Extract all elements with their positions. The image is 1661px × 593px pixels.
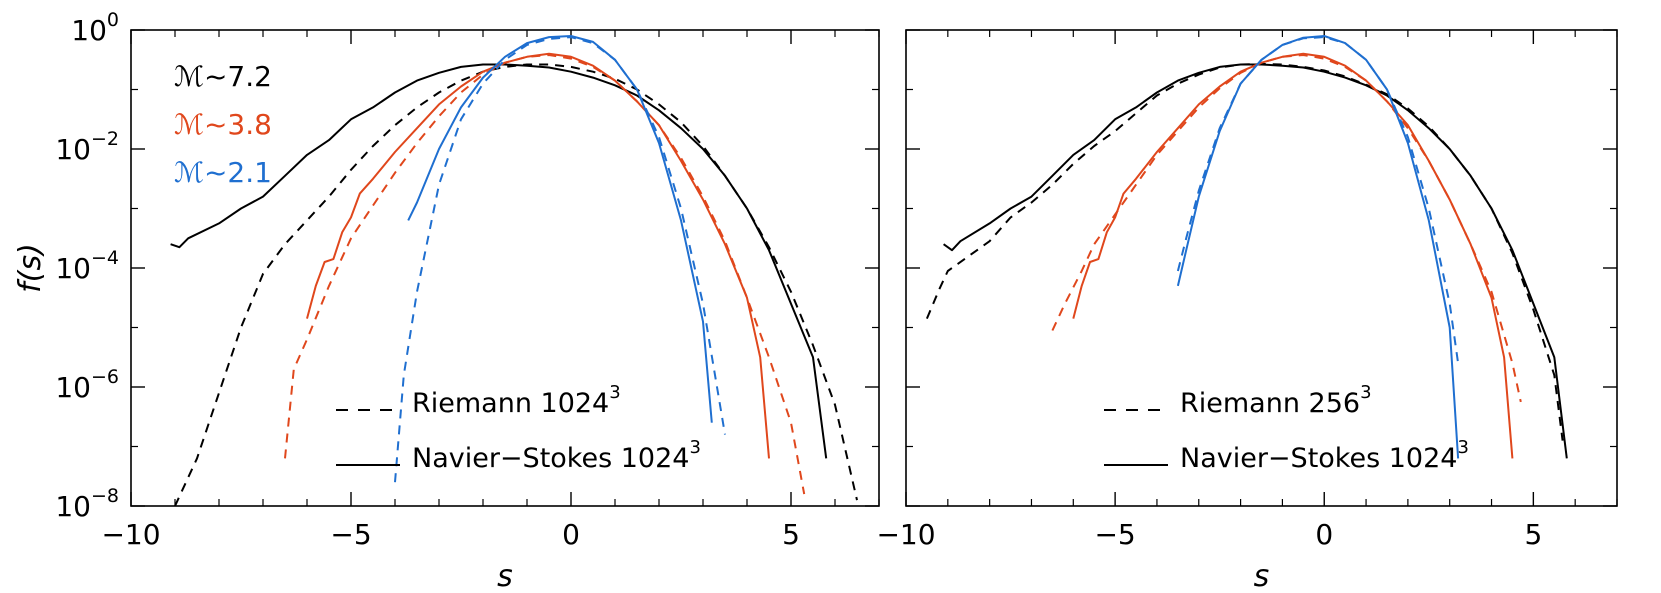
x-tick-label: −10 <box>101 518 160 551</box>
x-axis-label: s <box>497 559 513 593</box>
series-line-m7-2-dashed <box>174 63 858 506</box>
y-tick-label: 10−6 <box>55 366 119 404</box>
y-tick-label: 10−2 <box>55 128 119 166</box>
y-tick-label: 10−8 <box>55 485 119 523</box>
x-tick-label: −5 <box>330 518 371 551</box>
x-axis-label: s <box>1254 559 1270 593</box>
y-tick-label: 100 <box>71 9 119 47</box>
series-line-m2-1-solid <box>407 35 713 423</box>
x-tick-label: 5 <box>782 518 800 551</box>
legend-label: Riemann 10243 <box>412 382 621 419</box>
mach-annotation: ℳ~3.8 <box>174 108 272 141</box>
mach-annotation: ℳ~7.2 <box>174 60 272 93</box>
series-line-m7-2-dashed <box>925 62 1564 441</box>
x-tick-label: 0 <box>1315 518 1333 551</box>
left-panel: −10 −5 0 5 100 10−2 10−4 10−6 10−8 s ℳ~7.2 ℳ~3.8 ℳ~2… <box>55 9 880 593</box>
series-line-m3-8-dashed <box>1051 54 1522 403</box>
legend-label: Navier−Stokes 10243 <box>1180 437 1469 474</box>
x-tick-label: 0 <box>562 518 580 551</box>
series-line-m3-8-dashed <box>284 54 806 495</box>
series-line-m7-2-solid <box>170 63 828 459</box>
legend-label: Navier−Stokes 10243 <box>412 437 701 474</box>
x-tick-label: 5 <box>1524 518 1542 551</box>
x-tick-label: −10 <box>876 518 935 551</box>
series-line-m2-1-dashed <box>394 36 726 483</box>
y-tick-label: 10−4 <box>55 247 119 285</box>
x-tick-label: −5 <box>1094 518 1135 551</box>
series-line-m3-8-solid <box>1072 52 1514 459</box>
legend-label: Riemann 2563 <box>1180 382 1372 419</box>
right-panel: −10 −5 0 5 s Riemann 2563 Navier−Stokes 10243 <box>876 29 1618 593</box>
series-line-m2-1-dashed <box>1176 36 1460 364</box>
series-line-m2-1-solid <box>1176 35 1460 459</box>
y-axis-label: f(s) <box>13 243 48 293</box>
mach-annotation: ℳ~2.1 <box>174 156 272 189</box>
